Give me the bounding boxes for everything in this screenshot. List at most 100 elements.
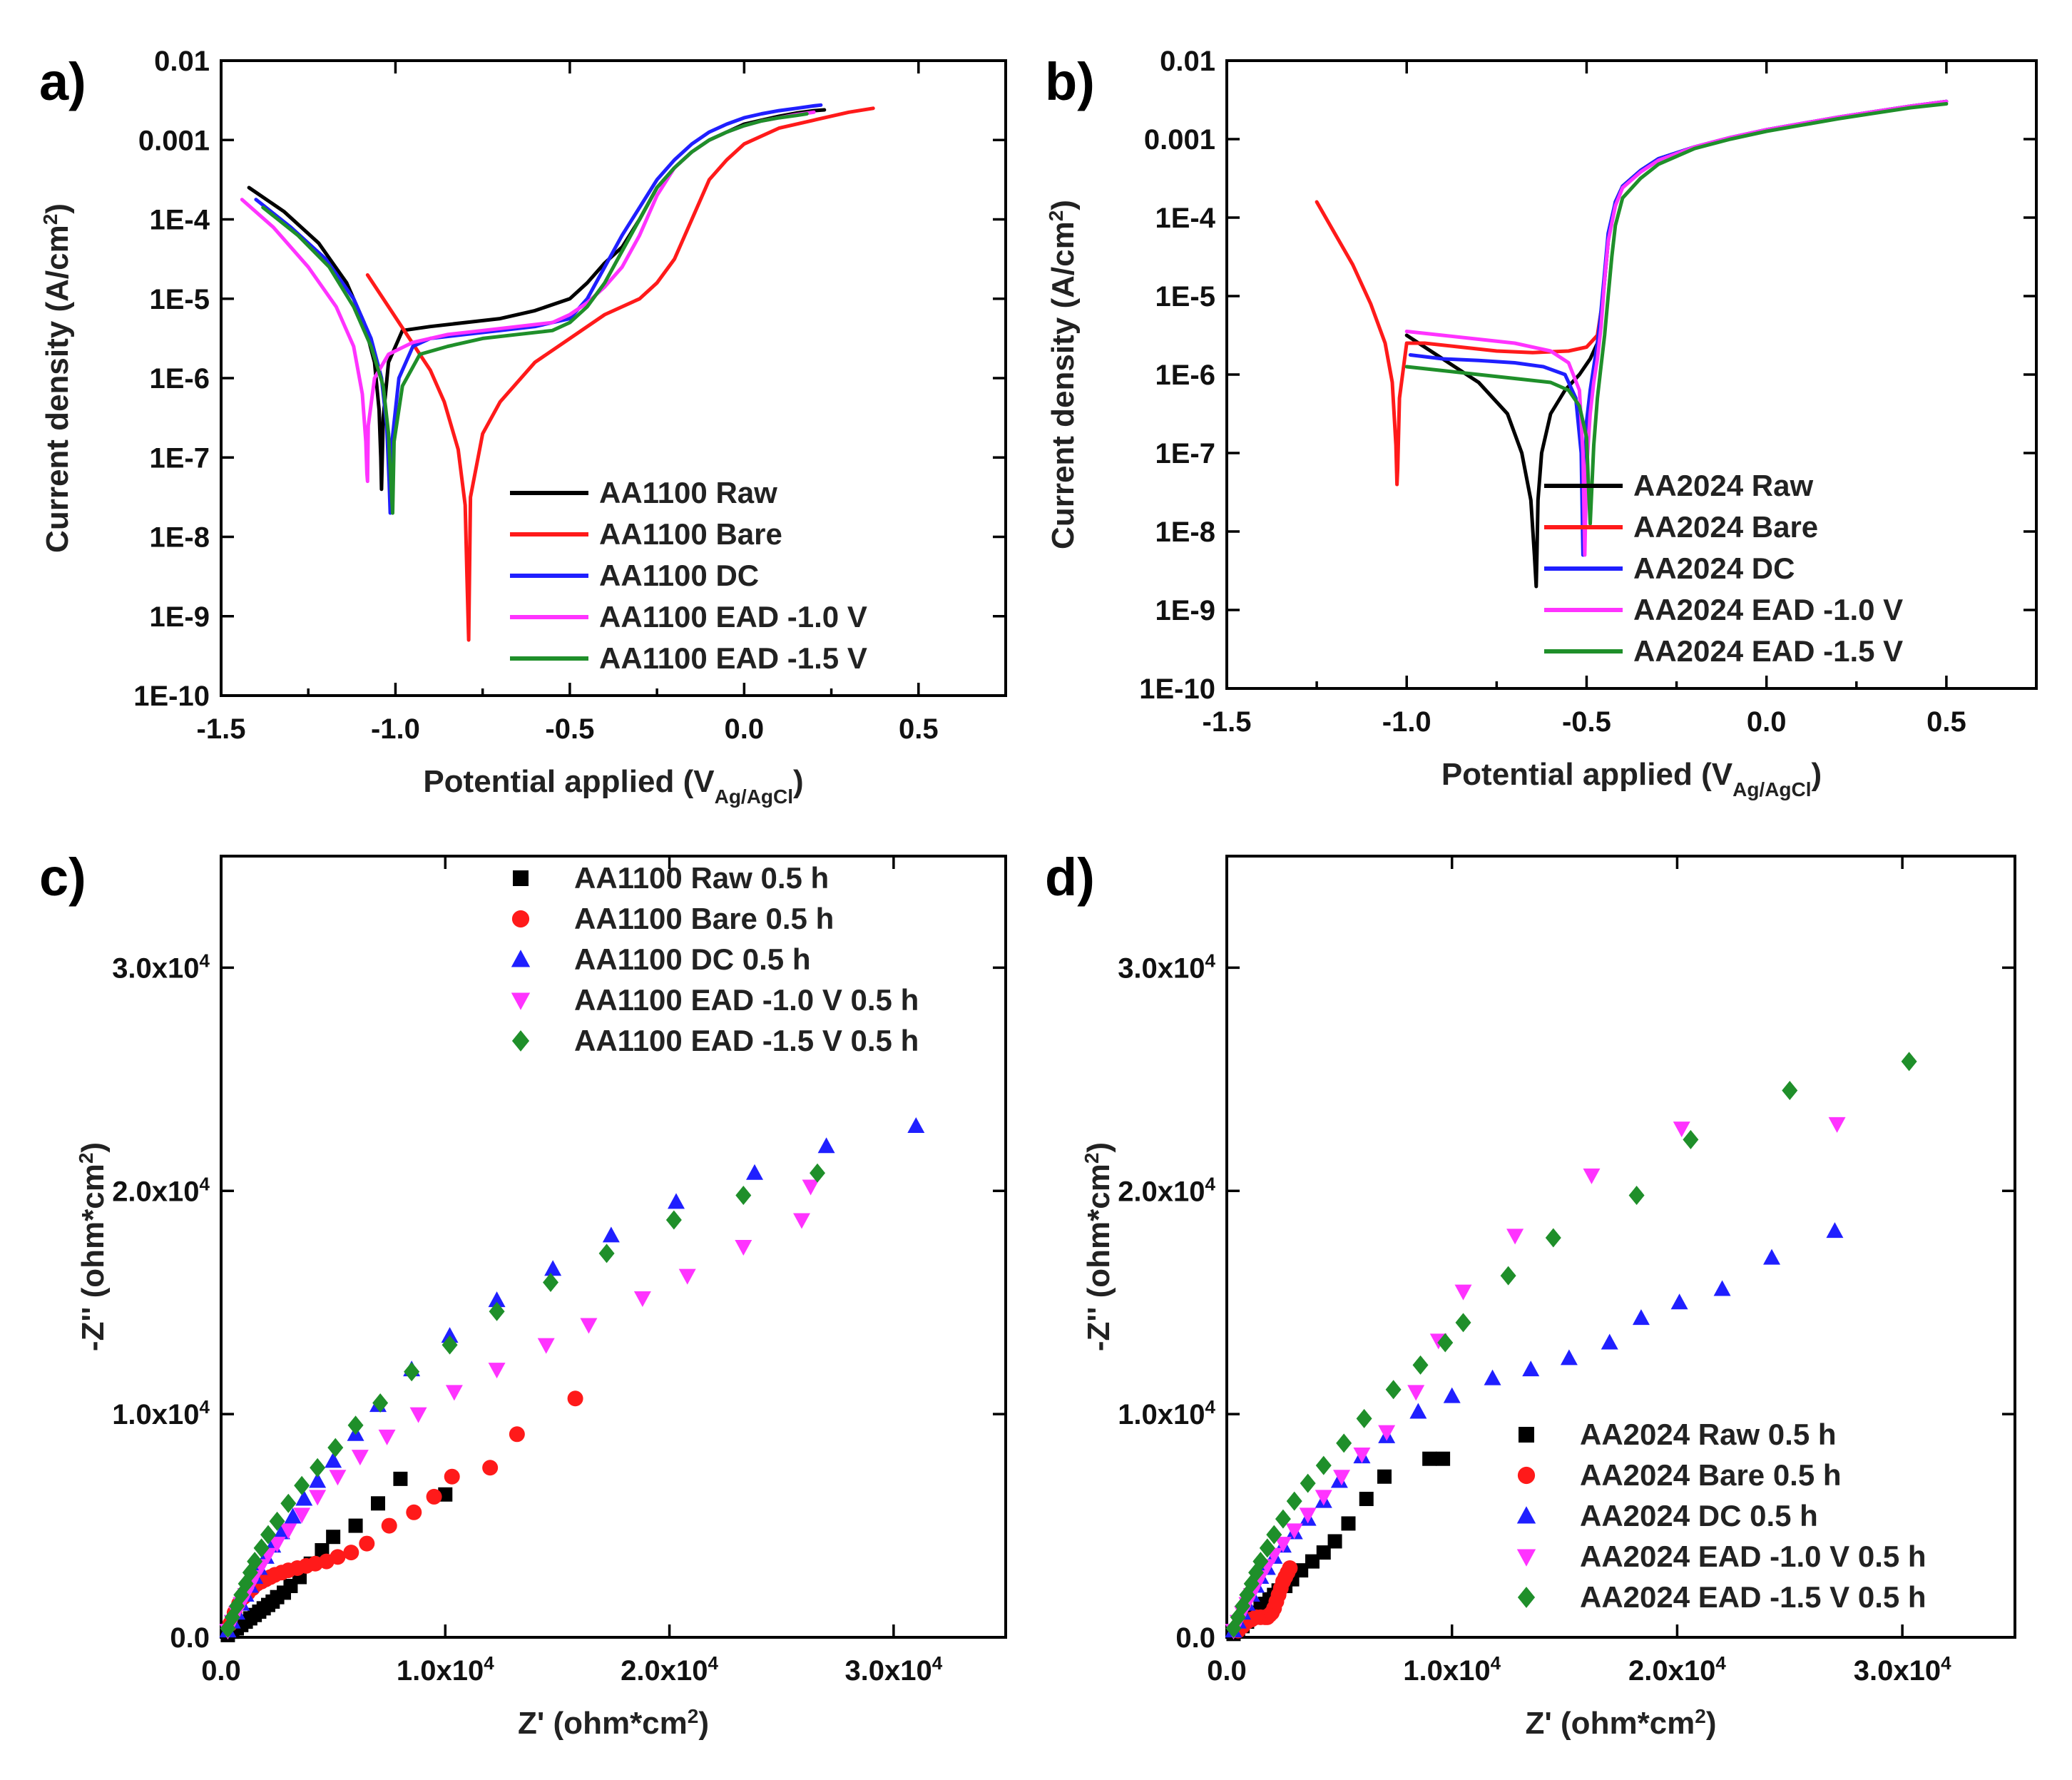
x-tick-label: 1.0x104: [397, 1652, 494, 1687]
data-point: [1407, 1385, 1425, 1401]
data-point: [1436, 1451, 1451, 1466]
data-point: [327, 1438, 344, 1458]
data-point: [326, 1530, 341, 1545]
data-point: [348, 1518, 363, 1533]
plot-frame: [220, 855, 1007, 1639]
data-point: [247, 1552, 263, 1572]
data-point: [359, 1535, 375, 1552]
y-tick-label: 1E-7: [150, 442, 210, 474]
data-point: [1259, 1538, 1275, 1558]
y-tick-label: 1E-7: [1155, 438, 1216, 469]
data-point: [735, 1186, 752, 1206]
data-point: [793, 1213, 810, 1229]
legend: AA2024 Raw AA2024 Bare AA2024 DC AA2024 EAD…: [1544, 469, 1903, 668]
y-tick-label: 1.0x104: [112, 1396, 210, 1430]
x-tick-label: 0.5: [1926, 706, 1966, 738]
legend-label: AA1100 EAD -1.5 V 0.5 h: [574, 1024, 919, 1057]
plot-frame: [1225, 855, 2016, 1639]
data-point: [633, 1291, 651, 1307]
legend: AA2024 Raw 0.5 h AA2024 Bare 0.5 h AA2024 …: [1516, 1418, 1926, 1614]
legend-item-aa1100-ead-1-0-v-0-5-h: AA1100 EAD -1.0 V 0.5 h: [511, 983, 919, 1017]
legend-label: AA2024 Bare: [1633, 510, 1818, 544]
data-point: [580, 1318, 598, 1334]
data-point: [280, 1523, 297, 1540]
data-point: [284, 1507, 302, 1524]
x-tick-label: 0.0: [725, 713, 765, 745]
legend-label: AA2024 EAD -1.5 V 0.5 h: [1580, 1580, 1926, 1614]
legend-marker: [1519, 1427, 1534, 1443]
panel-letter: c): [39, 848, 86, 907]
x-tick-label: -1.0: [371, 713, 420, 745]
data-point: [544, 1260, 562, 1276]
data-point: [343, 1545, 359, 1561]
data-point: [678, 1268, 696, 1285]
series-line: [247, 108, 827, 492]
x-tick-label: 0.5: [899, 713, 939, 745]
legend-label: AA2024 DC 0.5 h: [1580, 1499, 1818, 1532]
data-point: [269, 1511, 285, 1531]
y-tick-label: 1E-9: [1155, 595, 1216, 626]
data-point: [272, 1523, 290, 1540]
legend-marker: [511, 1030, 530, 1052]
legend-label: AA1100 EAD -1.0 V 0.5 h: [574, 983, 919, 1017]
data-point: [329, 1470, 347, 1486]
y-tick-label: 2.0x104: [112, 1173, 210, 1207]
data-point: [404, 1362, 420, 1382]
data-point: [1484, 1369, 1501, 1385]
data-point: [1673, 1122, 1690, 1138]
data-point: [409, 1407, 427, 1423]
series-line: [261, 112, 809, 515]
legend-marker: [1517, 1587, 1536, 1608]
panel-letter: b): [1045, 52, 1095, 111]
panel-d: d) 0.0 1.0x104 2.0x104 3.0x104 0.0 1.0x104 2.0x…: [1045, 848, 2016, 1741]
legend-label: AA1100 EAD -1.5 V: [599, 641, 867, 675]
data-point: [1901, 1052, 1917, 1072]
data-point: [268, 1537, 286, 1553]
data-point: [445, 1385, 463, 1401]
data-point: [1560, 1349, 1578, 1365]
legend-marker: [511, 992, 531, 1010]
y-tick-label: 0.01: [154, 46, 210, 77]
data-point: [393, 1471, 408, 1486]
series-aa2024-ead-1-5-v: [1404, 102, 1949, 526]
data-point: [1782, 1081, 1798, 1100]
data-point: [802, 1179, 820, 1196]
y-tick-label: 1E-10: [133, 681, 210, 712]
legend-label: AA2024 EAD -1.0 V: [1633, 593, 1903, 626]
data-point: [1315, 1490, 1332, 1506]
legend-marker: [511, 910, 530, 928]
legend-item-aa1100-raw-0-5-h: AA1100 Raw 0.5 h: [513, 861, 829, 895]
legend-item-aa2024-raw: AA2024 Raw: [1544, 469, 1813, 502]
x-tick-label: 0.0: [201, 1655, 241, 1687]
data-point: [309, 1472, 327, 1488]
data-point: [293, 1507, 311, 1524]
data-point: [1506, 1229, 1524, 1245]
legend-label: AA1100 Bare 0.5 h: [574, 902, 834, 935]
data-point: [325, 1452, 342, 1468]
data-point: [1412, 1355, 1429, 1375]
data-point: [1305, 1554, 1320, 1569]
legend-marker: [511, 950, 531, 967]
series-aa1100-ead-1-5-v-0-5-h: [220, 1163, 825, 1638]
panel-letter: d): [1045, 848, 1095, 907]
y-tick-label: 0.0: [1175, 1622, 1215, 1654]
plot-frame: [1225, 59, 2038, 690]
y-tick-label: 0.001: [1144, 124, 1215, 156]
data-point: [488, 1363, 506, 1379]
y-tick-label: 1E-8: [150, 522, 210, 554]
data-point: [537, 1338, 555, 1354]
panel-b: b) -1.5 -1.0 -0.5 0.0 0.5 1E-10 1E-9 1E-8 1E-7 1E-…: [1045, 46, 2038, 800]
legend-label: AA1100 Raw: [599, 476, 777, 509]
data-point: [1385, 1380, 1402, 1400]
data-point: [1500, 1266, 1516, 1286]
x-tick-label: 2.0x104: [1628, 1652, 1726, 1687]
data-point: [1275, 1509, 1291, 1529]
data-point: [1341, 1516, 1356, 1531]
series-line: [365, 106, 875, 642]
data-point: [602, 1226, 620, 1243]
data-point: [1583, 1168, 1601, 1184]
data-point: [668, 1193, 685, 1209]
data-point: [1409, 1403, 1427, 1419]
legend-item-aa1100-bare: AA1100 Bare: [510, 517, 782, 551]
